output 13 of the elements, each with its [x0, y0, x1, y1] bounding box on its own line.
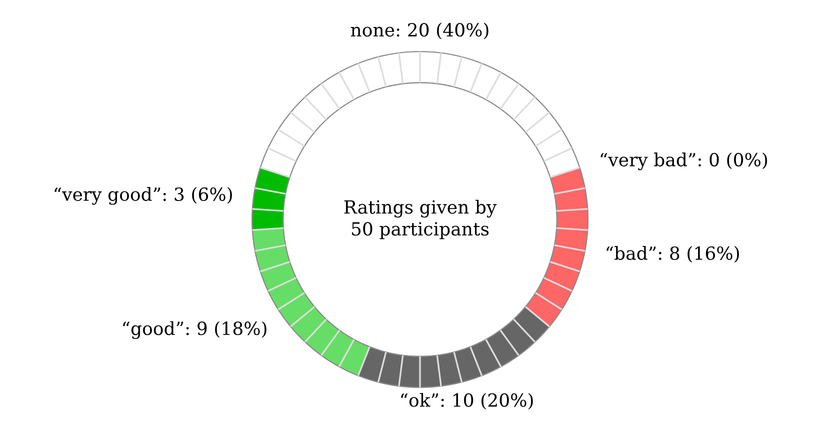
data-label: : 9 (18%): [186, 321, 266, 338]
slice-label: “good”: [123, 321, 184, 339]
data-label: : 20 (40%): [396, 22, 488, 40]
data-label: : 8 (16%): [658, 246, 739, 263]
data-label: : 3 (6%): [163, 187, 232, 204]
legend-label: “very bad”: [600, 152, 696, 170]
data-label: : 10 (20%): [441, 392, 533, 410]
slice-label: “ok”: [401, 392, 438, 407]
slice-label: “very good”: [54, 187, 160, 205]
slice-label: “bad”: [606, 246, 656, 260]
text: : 0 (0%): [698, 152, 768, 170]
slice-label: none: [350, 26, 394, 37]
text: Ratings given by 50 participants: [344, 200, 497, 240]
